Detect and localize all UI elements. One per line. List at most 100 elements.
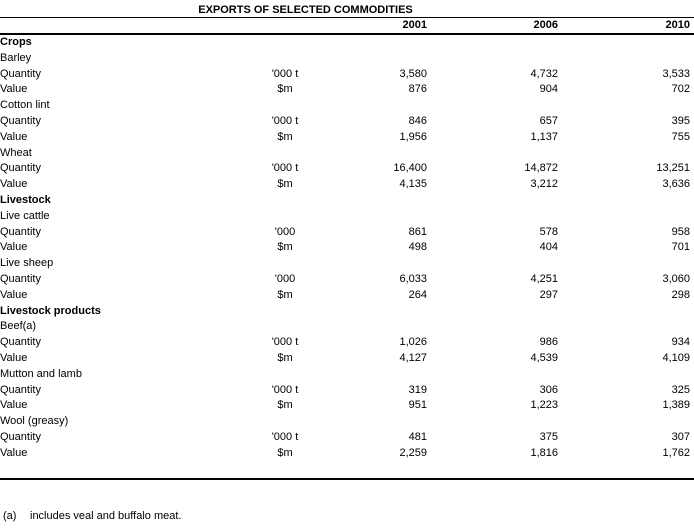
value-cell-2001: 861 [408, 225, 427, 238]
unit-cell: $m [277, 83, 293, 96]
value-cell-2010: 307 [671, 430, 690, 443]
value-cell-2006 [427, 146, 558, 162]
value-cell-2006: 657 [539, 114, 558, 127]
commodity-name: Live sheep [0, 257, 54, 270]
unit-cell: $m [277, 288, 293, 301]
value-cell-2010 [558, 34, 694, 51]
value-cell-2006: 375 [539, 430, 558, 443]
value-cell-2006 [427, 414, 558, 430]
value-cell-2001 [340, 51, 427, 67]
unit-cell [230, 34, 340, 51]
commodities-table: 2001 2006 2010 Crops Barley Quantity '000 t… [0, 18, 694, 462]
value-cell-2001 [340, 209, 427, 225]
commodity-name: Barley [0, 51, 32, 64]
unit-cell: $m [277, 178, 293, 191]
unit-column-header [230, 18, 340, 35]
data-row: Value $m 4,135 3,212 3,636 [0, 177, 694, 193]
commodity-row: Wheat [0, 146, 694, 162]
value-cell-2010: 298 [671, 288, 690, 301]
data-row: Quantity '000 6,033 4,251 3,060 [0, 272, 694, 288]
value-cell-2010: 701 [671, 241, 690, 254]
value-cell-2006 [427, 51, 558, 67]
commodity-row: Live cattle [0, 209, 694, 225]
data-row: Value $m 264 297 298 [0, 288, 694, 304]
measure-label: Quantity [0, 430, 41, 443]
unit-cell: $m [277, 399, 293, 412]
value-cell-2006 [427, 193, 558, 209]
value-cell-2010: 755 [671, 130, 690, 143]
value-cell-2010 [558, 414, 694, 430]
value-cell-2010 [558, 193, 694, 209]
value-cell-2010 [558, 304, 694, 320]
value-cell-2006: 1,816 [530, 446, 558, 459]
value-cell-2006: 1,137 [530, 130, 558, 143]
commodity-row: Barley [0, 51, 694, 67]
value-cell-2006 [427, 304, 558, 320]
value-cell-2001: 951 [408, 399, 427, 412]
section-row: Livestock products [0, 304, 694, 320]
value-cell-2006: 297 [539, 288, 558, 301]
unit-cell: '000 [274, 225, 296, 238]
commodity-name: Beef(a) [0, 320, 37, 333]
data-row: Value $m 876 904 702 [0, 82, 694, 98]
data-row: Value $m 1,956 1,137 755 [0, 130, 694, 146]
value-cell-2010 [558, 98, 694, 114]
measure-label: Quantity [0, 67, 41, 80]
data-row: Quantity '000 t 1,026 986 934 [0, 335, 694, 351]
value-cell-2001: 1,956 [399, 130, 427, 143]
value-cell-2006: 1,223 [530, 399, 558, 412]
year-header-2001: 2001 [340, 18, 427, 35]
value-cell-2006 [427, 34, 558, 51]
data-row: Quantity '000 861 578 958 [0, 225, 694, 241]
unit-cell [230, 193, 340, 209]
value-cell-2006 [427, 209, 558, 225]
measure-label: Value [0, 399, 28, 412]
measure-label: Value [0, 178, 28, 191]
data-row: Quantity '000 t 3,580 4,732 3,533 [0, 67, 694, 83]
data-row: Quantity '000 t 319 306 325 [0, 383, 694, 399]
value-cell-2010: 325 [671, 383, 690, 396]
year-header-row: 2001 2006 2010 [0, 18, 694, 35]
value-cell-2006: 578 [539, 225, 558, 238]
measure-label: Quantity [0, 114, 41, 127]
value-cell-2010 [558, 256, 694, 272]
year-header-2006: 2006 [427, 18, 558, 35]
data-row: Quantity '000 t 846 657 395 [0, 114, 694, 130]
commodity-name: Cotton lint [0, 99, 50, 112]
table-bottom-rule [0, 477, 694, 480]
measure-label: Value [0, 351, 28, 364]
measure-label: Quantity [0, 383, 41, 396]
value-cell-2001: 846 [408, 114, 427, 127]
value-cell-2010: 395 [671, 114, 690, 127]
value-cell-2006: 404 [539, 241, 558, 254]
measure-label: Value [0, 83, 28, 96]
year-header-2010: 2010 [558, 18, 694, 35]
unit-cell [230, 367, 340, 383]
value-cell-2010 [558, 51, 694, 67]
unit-cell [230, 304, 340, 320]
value-cell-2006: 986 [539, 336, 558, 349]
value-cell-2001 [340, 193, 427, 209]
value-cell-2010: 13,251 [656, 162, 690, 175]
value-cell-2010: 1,389 [662, 399, 690, 412]
value-cell-2006: 306 [539, 383, 558, 396]
value-cell-2006: 14,872 [524, 162, 558, 175]
measure-label: Value [0, 288, 28, 301]
value-cell-2001: 1,026 [399, 336, 427, 349]
value-cell-2001: 876 [408, 83, 427, 96]
value-cell-2001: 4,135 [399, 178, 427, 191]
value-cell-2001: 16,400 [393, 162, 427, 175]
measure-label: Value [0, 446, 28, 459]
unit-cell: '000 t [271, 114, 299, 127]
unit-cell [230, 98, 340, 114]
commodity-name: Wheat [0, 146, 32, 159]
unit-cell: '000 t [271, 336, 299, 349]
unit-cell: $m [277, 351, 293, 364]
unit-cell: '000 [274, 272, 296, 285]
unit-cell [230, 51, 340, 67]
value-cell-2010: 3,060 [662, 272, 690, 285]
table-body: Crops Barley Quantity '000 t 3,580 4,732 3,533… [0, 34, 694, 462]
commodity-row: Beef(a) [0, 319, 694, 335]
unit-cell: '000 t [271, 67, 299, 80]
